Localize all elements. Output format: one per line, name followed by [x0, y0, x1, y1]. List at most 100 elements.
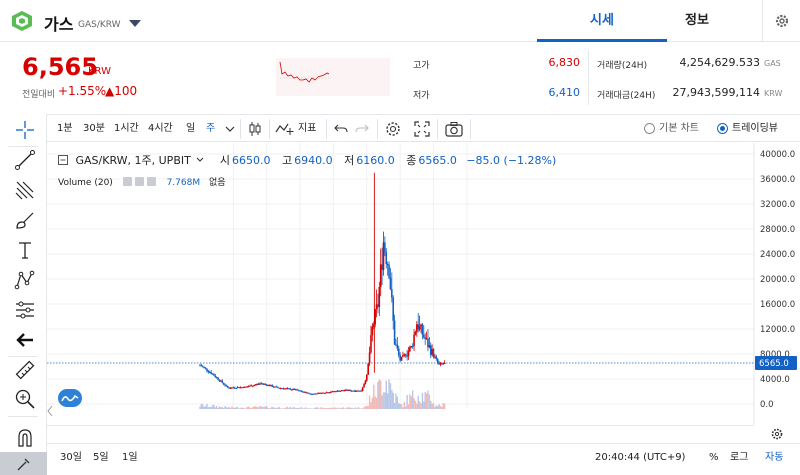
- collapse-icon[interactable]: [58, 155, 68, 165]
- volume-bar: [368, 395, 371, 409]
- volume-value: 4,254,629.533: [679, 56, 760, 69]
- range-1d[interactable]: 1일: [122, 452, 138, 463]
- pattern-icon[interactable]: [14, 269, 36, 291]
- fullscreen-icon[interactable]: [414, 121, 430, 137]
- measure-icon[interactable]: [14, 299, 36, 321]
- candle-body: [342, 390, 344, 392]
- zoom-icon[interactable]: [14, 388, 36, 410]
- visibility-icon[interactable]: [122, 177, 132, 186]
- volume-bar: [370, 402, 372, 409]
- settings-icon[interactable]: [134, 177, 144, 186]
- tab-price[interactable]: 시세: [537, 0, 667, 42]
- candle-body: [247, 386, 250, 388]
- candle-body: [424, 337, 426, 340]
- volume-bar: [293, 407, 296, 409]
- trendline-icon[interactable]: [14, 149, 36, 171]
- tradingview-label[interactable]: 트레이딩뷰: [732, 123, 778, 134]
- volume-bar: [243, 408, 246, 409]
- chevron-left-icon[interactable]: [47, 405, 54, 417]
- candle-body: [371, 326, 374, 336]
- candle-body: [272, 386, 275, 388]
- interval-day[interactable]: 일: [186, 123, 196, 134]
- magnet-icon[interactable]: [14, 427, 36, 449]
- candle-body: [277, 386, 279, 388]
- volume-bar: [416, 403, 418, 409]
- candle-body: [201, 366, 204, 368]
- candle-body: [292, 388, 294, 390]
- candle-body: [227, 385, 229, 388]
- candle-body: [386, 264, 389, 266]
- chevron-down-icon[interactable]: [196, 157, 204, 163]
- gear-icon[interactable]: [762, 0, 800, 42]
- volume-bar: [210, 407, 212, 409]
- back-arrow-icon[interactable]: [14, 329, 36, 351]
- candle-body: [345, 389, 347, 391]
- tradingview-radio[interactable]: [717, 123, 728, 134]
- candle-body: [443, 362, 446, 364]
- candle-body: [252, 385, 254, 387]
- interval-30m[interactable]: 30분: [83, 123, 105, 134]
- candle-body: [393, 320, 396, 345]
- interval-week[interactable]: 주: [206, 123, 216, 134]
- interval-1h[interactable]: 1시간: [114, 123, 139, 134]
- volume-bar: [217, 407, 219, 409]
- volume-bar: [388, 379, 390, 409]
- candle-body: [378, 287, 381, 307]
- volume-bar: [334, 407, 336, 409]
- candle-body: [402, 355, 404, 357]
- indicator-icon[interactable]: [275, 122, 295, 136]
- basic-chart-label[interactable]: 기본 차트: [659, 123, 699, 134]
- indicator-button[interactable]: 지표: [298, 123, 317, 134]
- caret-down-icon[interactable]: [129, 20, 141, 27]
- volume-bar: [375, 397, 378, 409]
- volume-bar: [396, 396, 399, 409]
- log-toggle[interactable]: 로그: [730, 452, 749, 463]
- range-5d[interactable]: 5일: [93, 452, 109, 463]
- text-icon[interactable]: [14, 239, 36, 261]
- candle-body: [359, 390, 361, 392]
- tradingview-logo-icon[interactable]: [58, 389, 82, 407]
- range-30d[interactable]: 30일: [60, 452, 82, 463]
- tab-info[interactable]: 정보: [685, 13, 709, 28]
- auto-toggle[interactable]: 자동: [765, 452, 784, 463]
- candle-body: [299, 390, 301, 392]
- volume-bar: [235, 407, 237, 409]
- undo-icon[interactable]: [334, 123, 348, 135]
- close-icon[interactable]: [146, 177, 156, 186]
- candle-body: [309, 393, 311, 395]
- percent-toggle[interactable]: %: [709, 452, 719, 463]
- redo-icon[interactable]: [355, 123, 369, 135]
- crosshair-icon[interactable]: [14, 119, 36, 141]
- ruler-icon[interactable]: [14, 359, 36, 381]
- gear-icon[interactable]: [754, 425, 800, 443]
- price-chart[interactable]: 40000.0 36000.0 32000.0 28000.0 24000.0 20000…: [47, 143, 800, 425]
- candle-body: [288, 388, 290, 390]
- camera-icon[interactable]: [445, 121, 463, 137]
- candle-body: [411, 345, 414, 347]
- volume-bar: [241, 407, 243, 409]
- basic-chart-radio[interactable]: [644, 123, 655, 134]
- volume-bar: [263, 406, 265, 409]
- volume-bar: [352, 408, 354, 409]
- candle-body: [300, 390, 303, 392]
- candle-body: [265, 384, 268, 386]
- legend-low-key: 저: [344, 154, 355, 167]
- volume-bar: [356, 408, 358, 409]
- volume-bar: [423, 401, 425, 409]
- settings-icon[interactable]: [384, 120, 402, 138]
- brush-icon[interactable]: [16, 456, 32, 472]
- volume-bar: [279, 408, 282, 409]
- volume-bar: [364, 406, 367, 409]
- interval-4h[interactable]: 4시간: [148, 123, 173, 134]
- brush-icon[interactable]: [14, 209, 36, 231]
- candle-icon[interactable]: [247, 121, 263, 137]
- candle-body: [224, 384, 226, 386]
- volume-bar: [232, 407, 235, 409]
- candle-body: [395, 344, 397, 346]
- candle-body: [213, 373, 215, 376]
- chevron-down-icon[interactable]: [225, 126, 235, 133]
- interval-1m[interactable]: 1분: [57, 123, 73, 134]
- fib-icon[interactable]: [14, 179, 36, 201]
- legend-low: 6160.0: [356, 154, 395, 167]
- candle-body: [232, 387, 235, 389]
